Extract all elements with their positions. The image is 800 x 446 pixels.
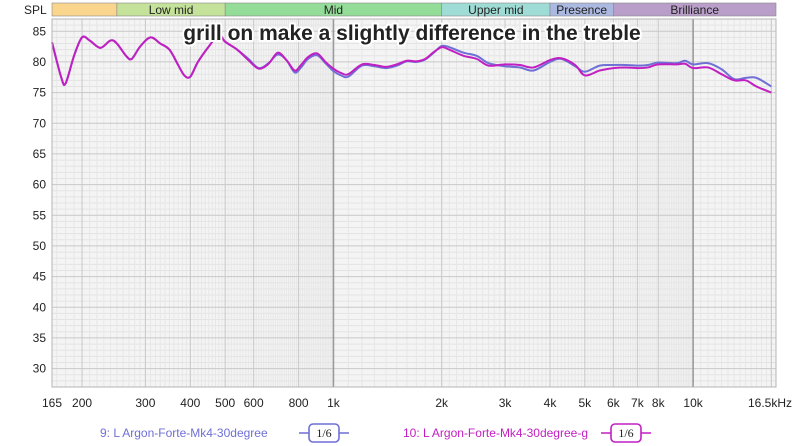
series-line-2	[51, 33, 772, 94]
smoothing-badge-2	[610, 423, 642, 443]
y-tick-label: 50	[33, 239, 47, 253]
x-tick-label: 1k	[327, 396, 341, 410]
x-tick-label: 200	[72, 396, 92, 410]
y-tick-label: 75	[33, 86, 47, 100]
y-tick-label: 45	[33, 270, 47, 284]
smoothing-label-2: 1/6	[618, 426, 633, 440]
y-tick-label: 35	[33, 331, 47, 345]
x-tick-label: 3k	[499, 396, 513, 410]
x-tick-label: 16.5kHz	[748, 396, 792, 410]
smoothing-label-1: 1/6	[316, 426, 331, 440]
y-tick-label: 40	[33, 300, 47, 314]
band-label: Upper mid	[468, 3, 523, 17]
legend-entry-1: 9: L Argon-Forte-Mk4-30degree	[100, 426, 268, 440]
x-tick-label: 800	[289, 396, 309, 410]
x-tick-label: 2k	[435, 396, 449, 410]
y-tick-label: 30	[33, 362, 47, 376]
x-tick-label: 165	[42, 396, 62, 410]
x-tick-label: 7k	[631, 396, 645, 410]
y-tick-label: 85	[33, 24, 47, 38]
band-label: Low mid	[149, 3, 194, 17]
band-label: Brilliance	[670, 3, 719, 17]
x-tick-label: 8k	[652, 396, 666, 410]
y-tick-label: 65	[33, 147, 47, 161]
y-tick-label: 70	[33, 116, 47, 130]
x-tick-label: 300	[135, 396, 155, 410]
plot-border	[51, 18, 777, 388]
band-label: Presence	[556, 3, 607, 17]
x-tick-label: 10k	[683, 396, 703, 410]
x-tick-label: 600	[244, 396, 264, 410]
chart-title: grill on make a slightly difference in t…	[183, 22, 640, 45]
x-tick-label: 500	[215, 396, 235, 410]
band-label: Mid	[324, 3, 343, 17]
y-axis-label: SPL	[24, 3, 47, 17]
x-tick-label: 6k	[607, 396, 621, 410]
x-tick-label: 400	[180, 396, 200, 410]
x-tick-label: 4k	[544, 396, 558, 410]
y-tick-label: 60	[33, 178, 47, 192]
smoothing-badge-1	[308, 423, 340, 443]
band-segment	[51, 2, 118, 17]
x-tick-label: 5k	[579, 396, 593, 410]
legend-entry-2: 10: L Argon-Forte-Mk4-30degree-g	[403, 426, 588, 440]
y-tick-label: 80	[33, 55, 47, 69]
band-segment	[613, 2, 777, 17]
y-tick-label: 55	[33, 208, 47, 222]
